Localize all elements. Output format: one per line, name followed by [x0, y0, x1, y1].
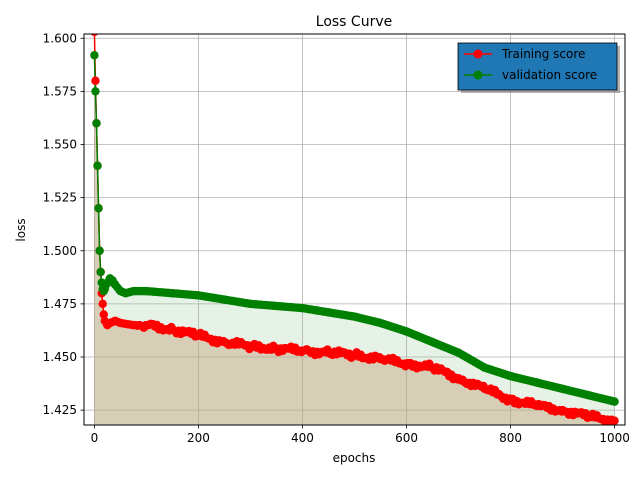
y-tick-label: 1.600	[43, 31, 77, 45]
x-tick-label: 800	[499, 431, 522, 445]
legend-entry-validation: validation score	[464, 68, 597, 82]
plot-frame	[83, 33, 626, 426]
point-validation	[90, 51, 99, 60]
x-tick-label: 400	[291, 431, 314, 445]
area-validation	[94, 55, 615, 425]
y-tick-label: 1.500	[43, 244, 77, 258]
point-training	[90, 34, 99, 37]
y-axis-label: loss	[14, 218, 28, 241]
y-tick-label: 1.425	[43, 403, 77, 417]
point-validation	[95, 246, 104, 255]
legend-marker-validation	[473, 70, 483, 80]
y-tick-label: 1.450	[43, 350, 77, 364]
y-tick-label: 1.575	[43, 84, 77, 98]
x-tick-label: 1000	[599, 431, 630, 445]
legend-label-training: Training score	[501, 47, 585, 61]
legend-entry-training: Training score	[464, 47, 585, 61]
y-axis-ticks: 1.425 1.450 1.475 1.500 1.525 1.550 1.575 1.600	[43, 31, 84, 417]
x-axis-ticks: 0 200 400 600 800 1000	[91, 425, 630, 445]
point-validation	[92, 119, 101, 128]
area-training	[94, 34, 615, 425]
legend-label-validation: validation score	[502, 68, 597, 82]
point-validation	[91, 87, 100, 96]
legend-box	[457, 42, 618, 91]
point-validation	[93, 161, 102, 170]
point-training-interp	[609, 416, 618, 425]
point-validation-interp	[609, 397, 618, 406]
x-axis-label: epochs	[333, 451, 376, 465]
point-training	[99, 310, 108, 319]
point-validation	[96, 267, 105, 277]
series-markers	[90, 34, 619, 425]
legend: Training score validation score	[457, 42, 620, 93]
point-training	[98, 299, 107, 309]
x-tick-label: 200	[187, 431, 210, 445]
point-training	[91, 76, 100, 85]
y-tick-label: 1.525	[43, 191, 77, 205]
y-tick-label: 1.550	[43, 138, 77, 152]
fill-areas	[94, 34, 615, 425]
chart-title: Loss Curve	[316, 14, 392, 30]
markers-validation	[90, 51, 619, 406]
point-validation	[94, 204, 103, 213]
legend-marker-training	[473, 49, 483, 59]
x-tick-label: 600	[395, 431, 418, 445]
y-tick-label: 1.475	[43, 297, 77, 311]
x-tick-label: 0	[91, 431, 99, 445]
